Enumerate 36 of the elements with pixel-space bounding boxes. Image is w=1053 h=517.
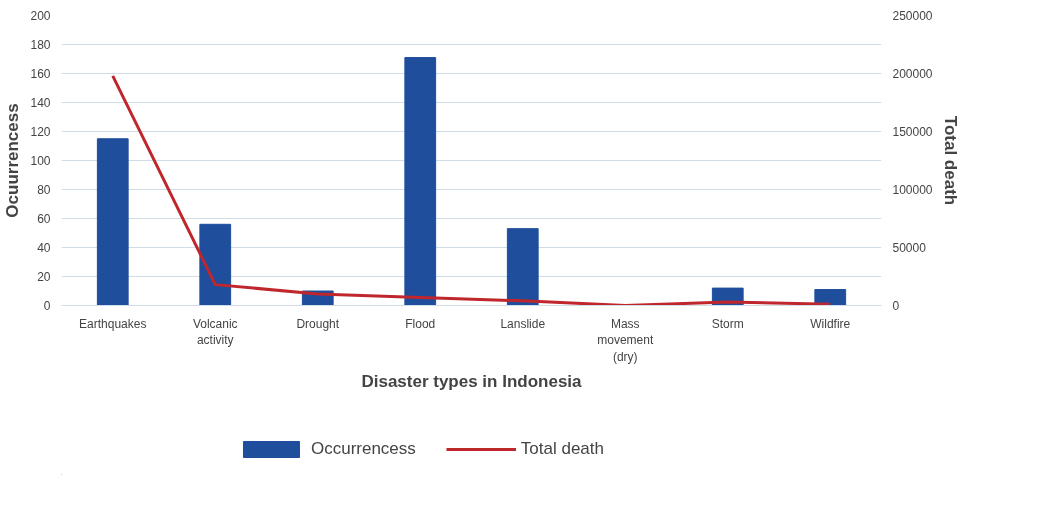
- bar: [506, 228, 539, 306]
- y2-tick-label: 150000: [892, 125, 933, 139]
- y-tick-label: 200: [30, 9, 51, 23]
- x-tick-label: Volcanic activity: [192, 316, 238, 348]
- y-tick-label: 60: [37, 212, 51, 226]
- y2-tick-label: 200000: [892, 67, 933, 81]
- legend-label: Occurrencess: [310, 439, 416, 459]
- y-axis-title: Ocuurrencess: [3, 103, 23, 218]
- y2-tick-label: 250000: [892, 9, 933, 23]
- x-axis-title: Disaster types in Indonesia: [361, 372, 583, 392]
- bar: [404, 57, 437, 306]
- y-tick-label: 0: [43, 299, 51, 313]
- y2-tick-label: 0: [892, 299, 900, 313]
- y2-axis-title: Total death: [940, 115, 960, 206]
- legend-label: Total death: [520, 439, 605, 459]
- bar: [199, 223, 232, 306]
- y2-tick-label: 50000: [892, 241, 927, 255]
- x-tick-label: Flood: [405, 316, 436, 331]
- x-tick-label: Earthquakes: [79, 316, 147, 331]
- bar: [96, 138, 129, 306]
- x-tick-label: Wildfire: [810, 316, 851, 331]
- y-tick-label: 100: [30, 154, 51, 168]
- y-tick-label: 40: [37, 241, 51, 255]
- y-tick-label: 160: [30, 67, 51, 81]
- bar: [814, 289, 847, 306]
- y2-tick-label: 100000: [892, 183, 933, 197]
- y-tick-label: 80: [37, 183, 51, 197]
- x-tick-label: Drought: [296, 316, 340, 331]
- x-tick-label: Storm: [711, 316, 744, 331]
- line-series: [111, 74, 832, 306]
- y-tick-label: 180: [30, 38, 51, 52]
- y-tick-label: 140: [30, 96, 51, 110]
- y-tick-label: 20: [37, 270, 51, 284]
- x-tick-label: Mass movement (dry): [597, 316, 654, 365]
- x-tick-label: Lanslide: [500, 316, 546, 331]
- y-tick-label: 120: [30, 125, 51, 139]
